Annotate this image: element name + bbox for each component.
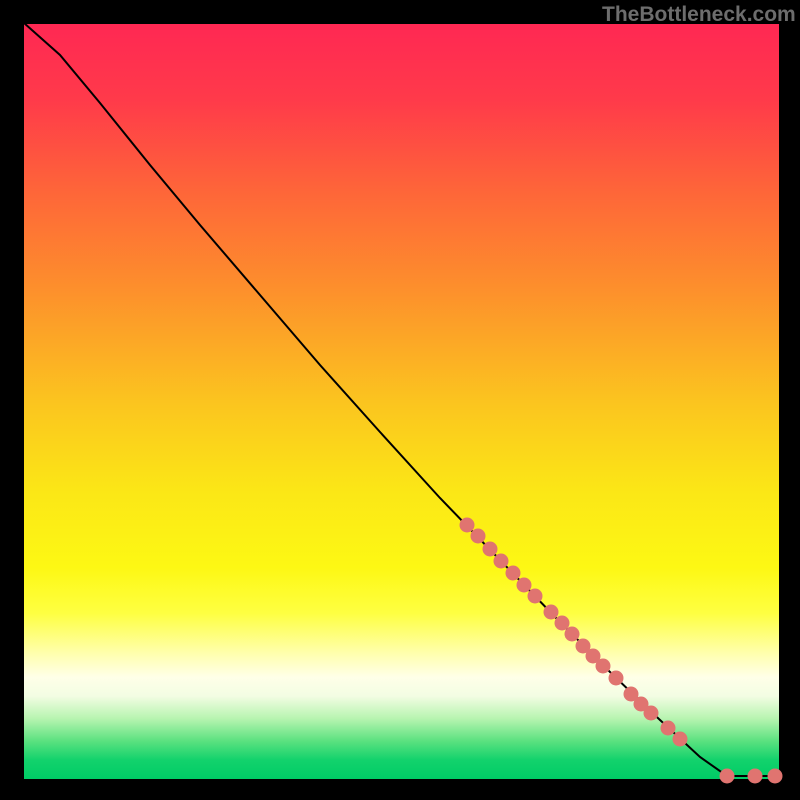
data-marker <box>506 566 521 581</box>
chart-container: { "watermark": { "text": "TheBottleneck.… <box>0 0 800 800</box>
data-marker <box>544 605 559 620</box>
data-marker <box>460 518 475 533</box>
chart-svg <box>0 0 800 800</box>
data-marker <box>471 529 486 544</box>
data-marker <box>528 589 543 604</box>
data-marker <box>673 732 688 747</box>
watermark-text: TheBottleneck.com <box>602 3 796 27</box>
data-marker <box>644 706 659 721</box>
data-marker <box>596 659 611 674</box>
data-marker <box>494 554 509 569</box>
data-marker <box>768 769 783 784</box>
data-marker <box>609 671 624 686</box>
data-marker <box>565 627 580 642</box>
data-marker <box>517 578 532 593</box>
data-marker <box>483 542 498 557</box>
data-marker <box>720 769 735 784</box>
data-marker <box>748 769 763 784</box>
data-marker <box>661 721 676 736</box>
